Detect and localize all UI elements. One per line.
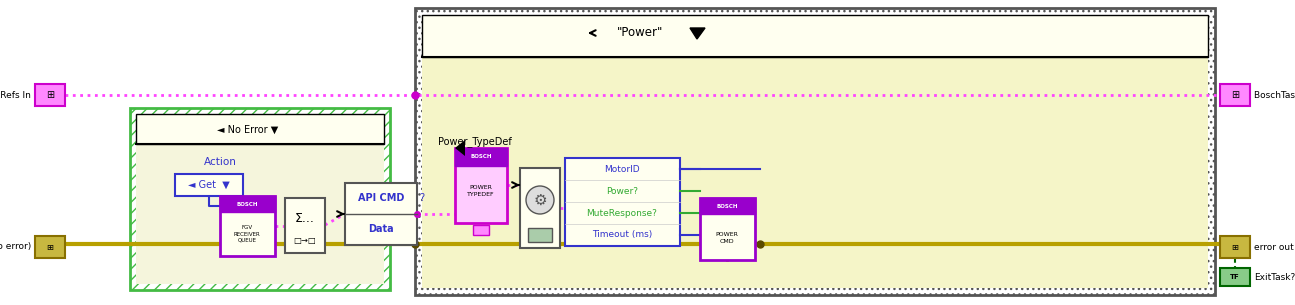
Text: API CMD: API CMD	[357, 193, 404, 203]
Bar	[285, 198, 325, 253]
Text: Power?: Power?	[606, 186, 638, 196]
Text: Action: Action	[203, 157, 237, 167]
Text: Power_TypeDef: Power_TypeDef	[438, 137, 512, 147]
Polygon shape	[455, 140, 465, 156]
Text: ⊞: ⊞	[47, 242, 53, 252]
Text: ExitTask?: ExitTask?	[1254, 272, 1295, 282]
Text: ⚙: ⚙	[534, 192, 546, 207]
Text: TF: TF	[1230, 274, 1239, 280]
Bar	[130, 108, 390, 290]
Bar	[1220, 236, 1250, 258]
Text: Σ...: Σ...	[295, 211, 315, 224]
Bar	[136, 114, 385, 144]
Text: ⊞: ⊞	[1232, 90, 1239, 100]
Circle shape	[526, 186, 554, 214]
Text: error in (no error): error in (no error)	[0, 242, 31, 252]
Bar	[422, 15, 1208, 57]
Text: BOSCH: BOSCH	[716, 203, 738, 209]
Bar	[455, 148, 508, 166]
Text: MotorID: MotorID	[605, 164, 640, 174]
Bar	[565, 158, 680, 246]
Text: "Power": "Power"	[616, 27, 663, 40]
Bar	[35, 84, 65, 106]
Bar	[1220, 268, 1250, 286]
Bar	[1220, 84, 1250, 106]
Bar	[701, 198, 755, 260]
Text: □→□: □→□	[294, 235, 316, 245]
Text: ⊞: ⊞	[1232, 242, 1238, 252]
Text: BOSCH: BOSCH	[470, 155, 492, 160]
Text: POWER
TYPEDEF: POWER TYPEDEF	[467, 185, 495, 197]
Text: ◄ Get  ▼: ◄ Get ▼	[188, 180, 231, 190]
Text: BOSCH: BOSCH	[236, 202, 258, 206]
Bar	[528, 228, 552, 242]
Text: error out: error out	[1254, 242, 1294, 252]
Bar	[35, 236, 65, 258]
Text: FGV
RECEIVER
QUEUE: FGV RECEIVER QUEUE	[233, 225, 260, 243]
Bar	[521, 168, 559, 248]
Text: BoschTaskRefs Out: BoschTaskRefs Out	[1254, 91, 1295, 99]
Text: MuteResponse?: MuteResponse?	[587, 209, 658, 217]
Bar	[175, 174, 243, 196]
Bar	[344, 183, 417, 245]
Bar	[220, 196, 275, 256]
Bar	[414, 8, 1215, 295]
Bar	[473, 225, 490, 235]
Text: Data: Data	[368, 224, 394, 234]
Text: ◄ No Error ▼: ◄ No Error ▼	[218, 125, 278, 135]
Bar	[455, 148, 508, 223]
Text: POWER
CMD: POWER CMD	[716, 232, 738, 244]
Bar	[422, 15, 1208, 288]
Bar	[701, 198, 755, 214]
Bar	[220, 196, 275, 212]
Text: Timeout (ms): Timeout (ms)	[592, 231, 653, 239]
Polygon shape	[690, 28, 704, 39]
Text: BoschTaskRefs In: BoschTaskRefs In	[0, 91, 31, 99]
Text: ⊞: ⊞	[45, 90, 54, 100]
Text: ?: ?	[420, 193, 425, 203]
Bar	[136, 114, 385, 284]
